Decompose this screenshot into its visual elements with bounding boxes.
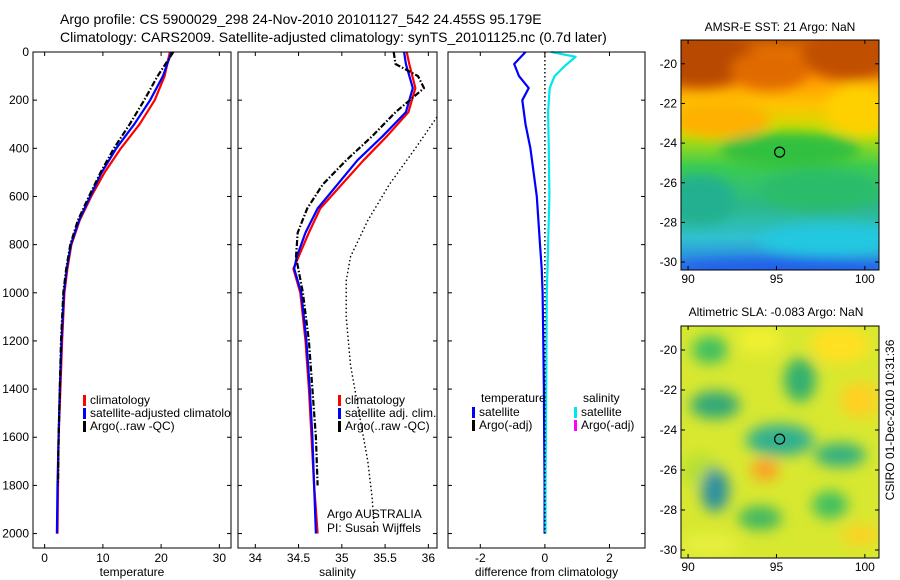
- sla-map-title: Altimetric SLA: -0.083 Argo: NaN: [689, 305, 864, 319]
- x-tick-label: 30: [213, 551, 227, 565]
- y-tick-label: -20: [660, 57, 678, 71]
- x-axis-label: difference from climatology: [475, 565, 618, 579]
- x-tick-label: 95: [770, 560, 784, 574]
- legend-swatch: [472, 420, 475, 431]
- y-tick-label: -28: [660, 215, 678, 229]
- x-tick-label: 2: [606, 551, 613, 565]
- x-tick-label: 35: [335, 551, 349, 565]
- figure-title-line1: Argo profile: CS 5900029_298 24-Nov-2010…: [60, 11, 542, 27]
- annotation-argo: Argo AUSTRALIA: [327, 507, 422, 521]
- legend-swatch: [338, 408, 341, 419]
- y-tick-label: 1600: [2, 430, 29, 444]
- x-tick-label: 90: [681, 560, 695, 574]
- sst-map-title: AMSR-E SST: 21 Argo: NaN: [705, 20, 856, 34]
- legend-label: Argo(-adj): [479, 418, 532, 432]
- sst-heatmap: [681, 40, 879, 270]
- y-tick-label: -30: [660, 255, 678, 269]
- y-tick-label: -26: [660, 176, 678, 190]
- y-tick-label: -30: [660, 543, 678, 557]
- x-tick-label: 10: [96, 551, 110, 565]
- series-line-temperature-satellite: [513, 51, 546, 534]
- legend-swatch: [83, 408, 86, 419]
- x-axis-label: temperature: [100, 565, 165, 579]
- legend-label: climatology: [90, 393, 150, 407]
- salinity-panel: 34 34.5 35 35.5 36 salinity climatologysatelli…: [237, 51, 438, 579]
- legend-label: Argo(..raw -QC): [345, 419, 430, 433]
- y-tick-label: 600: [9, 189, 29, 203]
- y-tick-label: -20: [660, 343, 678, 357]
- x-tick-label: 100: [855, 560, 875, 574]
- legend-label: satellite-adjusted climatolo: [90, 406, 231, 420]
- x-tick-label: 100: [855, 272, 875, 286]
- series-line-argo-raw-qc-: [56, 51, 175, 486]
- x-tick-label: 90: [681, 272, 695, 286]
- side-timestamp-note: CSIRO 01-Dec-2010 10:31:36: [883, 339, 897, 500]
- x-tick-label: 0: [41, 551, 48, 565]
- y-tick-label: 400: [9, 141, 29, 155]
- argo-location-marker: [774, 433, 786, 445]
- sla-map-ticks: 90 95 100 -20 -22 -24 -26 -28 -30: [660, 326, 879, 574]
- y-tick-label: -24: [660, 136, 678, 150]
- sst-map-panel: AMSR-E SST: 21 Argo: NaN 90 95 100 -20 -22 -2…: [660, 20, 880, 286]
- y-tick-label: 1800: [2, 478, 29, 492]
- x-tick-label: 35.5: [373, 551, 397, 565]
- x-tick-label: 95: [770, 272, 784, 286]
- sla-heatmap: [681, 326, 879, 558]
- axes-frame: [447, 51, 646, 549]
- y-tick-label: -22: [660, 96, 678, 110]
- x-tick-label: 36: [422, 551, 436, 565]
- axes-frame: [237, 51, 438, 549]
- x-tick-label: 20: [154, 551, 168, 565]
- y-tick-label: 800: [9, 238, 29, 252]
- y-tick-label: -24: [660, 423, 678, 437]
- x-tick-label: 34: [249, 551, 263, 565]
- legend-swatch: [338, 395, 341, 406]
- x-tick-label: 34.5: [287, 551, 311, 565]
- y-tick-label: 2000: [2, 527, 29, 541]
- legend-swatch: [83, 421, 86, 432]
- y-tick-label: 0: [22, 45, 29, 59]
- legend-label: satellite: [581, 405, 622, 419]
- x-tick-label: -2: [475, 551, 486, 565]
- y-tick-label: -28: [660, 503, 678, 517]
- figure-title-line2: Climatology: CARS2009. Satellite-adjuste…: [60, 29, 607, 45]
- axes-frame: [32, 51, 232, 549]
- y-tick-label: 200: [9, 93, 29, 107]
- temperature-panel: 0 200 400 600 800 1000 1200 1400 1600 1800 2000 0 10…: [2, 45, 232, 579]
- y-tick-label: -22: [660, 383, 678, 397]
- legend-label: Argo(-adj): [581, 418, 634, 432]
- sla-map-panel: Altimetric SLA: -0.083 Argo: NaN: [660, 305, 880, 574]
- y-tick-label: 1400: [2, 382, 29, 396]
- legend-swatch: [574, 407, 577, 418]
- legend-group-title: salinity: [583, 391, 620, 405]
- series-line-climatology: [56, 51, 171, 534]
- series-line-climatology: [292, 51, 417, 534]
- legend-label: satellite adj. clim.: [345, 406, 436, 420]
- y-tick-label: -26: [660, 463, 678, 477]
- annotation-pi: PI: Susan Wijffels: [327, 521, 421, 535]
- x-axis-label: salinity: [319, 565, 356, 579]
- legend-label: satellite: [479, 405, 520, 419]
- series-line-salinity-satellite: [544, 50, 577, 534]
- legend-label: climatology: [345, 393, 405, 407]
- legend-swatch: [472, 407, 475, 418]
- legend-swatch: [83, 395, 86, 406]
- x-tick-label: 0: [542, 551, 549, 565]
- legend-group-title: temperature: [481, 391, 546, 405]
- legend-swatch: [338, 421, 341, 432]
- series-line-reference-3: [345, 116, 438, 534]
- sst-map-ticks: 90 95 100 -20 -22 -24 -26 -28 -30: [660, 40, 879, 286]
- series-line-satellite-adj-clim-: [293, 51, 414, 534]
- legend-swatch: [574, 420, 577, 431]
- series-line-satellite-adjusted-climatolo: [55, 51, 173, 534]
- legend-label: Argo(..raw -QC): [90, 419, 175, 433]
- y-tick-label: 1000: [2, 286, 29, 300]
- y-tick-label: 1200: [2, 334, 29, 348]
- argo-location-marker: [774, 146, 786, 158]
